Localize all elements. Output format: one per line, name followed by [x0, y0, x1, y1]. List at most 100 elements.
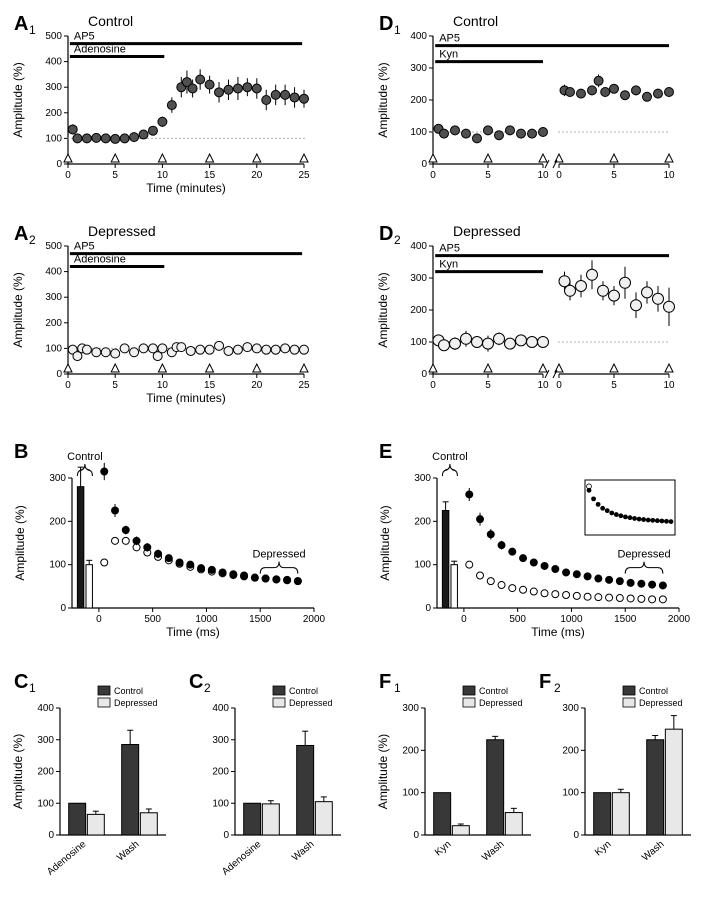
svg-text:100: 100 [45, 343, 62, 354]
panel-E: E01002003000500100015002000Amplitude (%)… [378, 441, 691, 639]
svg-text:0: 0 [421, 369, 427, 380]
svg-text:Amplitude (%): Amplitude (%) [11, 734, 25, 809]
svg-text:AP5: AP5 [439, 243, 460, 255]
svg-text:2000: 2000 [668, 614, 691, 625]
svg-text:0: 0 [430, 170, 436, 181]
svg-text:1000: 1000 [560, 614, 583, 625]
panel-A1: A1Control01002003004005000510152025Ampli… [11, 13, 310, 195]
svg-text:100: 100 [414, 560, 431, 571]
svg-text:Kyn: Kyn [593, 839, 613, 859]
svg-text:1: 1 [29, 23, 36, 37]
svg-text:10: 10 [663, 170, 675, 181]
svg-text:Amplitude (%): Amplitude (%) [11, 272, 25, 347]
svg-text:0: 0 [48, 830, 54, 841]
svg-text:25: 25 [298, 380, 310, 391]
panel-D1: D1Control0100200300400Amplitude (%)05100… [376, 13, 675, 181]
panel-F2: F20100200300ControlDepressedKynWash [539, 671, 691, 863]
svg-text:0: 0 [413, 830, 419, 841]
svg-text:Wash: Wash [115, 839, 141, 864]
svg-text:Depressed: Depressed [479, 698, 523, 708]
svg-text:25: 25 [298, 170, 310, 181]
svg-text:Control: Control [432, 451, 467, 463]
panel-C2: C20100200300400ControlDepressedAdenosine… [189, 671, 341, 878]
svg-text:200: 200 [414, 516, 431, 527]
svg-text:100: 100 [49, 560, 66, 571]
svg-text:0: 0 [65, 170, 71, 181]
svg-text:Wash: Wash [290, 839, 316, 864]
svg-text:1: 1 [394, 23, 401, 37]
svg-text:1: 1 [394, 681, 401, 695]
svg-text:D: D [379, 13, 393, 35]
svg-text:200: 200 [562, 745, 579, 756]
svg-text:Time (minutes): Time (minutes) [146, 181, 226, 195]
svg-text:Amplitude (%): Amplitude (%) [11, 62, 25, 137]
svg-text:10: 10 [537, 170, 549, 181]
svg-text:200: 200 [410, 305, 427, 316]
svg-text:Control: Control [453, 13, 498, 29]
panel-A2: A2Depressed01002003004005000510152025Amp… [11, 223, 310, 405]
svg-text:500: 500 [45, 31, 62, 42]
svg-text:1000: 1000 [195, 614, 218, 625]
svg-text:200: 200 [37, 767, 54, 778]
svg-text:300: 300 [37, 735, 54, 746]
svg-text:200: 200 [402, 745, 419, 756]
svg-text:10: 10 [157, 170, 169, 181]
svg-text:500: 500 [509, 614, 526, 625]
svg-text:Amplitude (%): Amplitude (%) [376, 62, 390, 137]
svg-text:0: 0 [425, 603, 431, 614]
svg-text:0: 0 [65, 380, 71, 391]
svg-text:300: 300 [414, 473, 431, 484]
svg-text:500: 500 [45, 241, 62, 252]
svg-text:100: 100 [402, 788, 419, 799]
svg-text:Adenosine: Adenosine [74, 253, 126, 265]
svg-text:1500: 1500 [614, 614, 637, 625]
svg-text:C: C [189, 671, 203, 693]
svg-text:200: 200 [410, 95, 427, 106]
svg-text:2: 2 [394, 233, 401, 247]
svg-text:300: 300 [45, 292, 62, 303]
svg-text:1500: 1500 [249, 614, 272, 625]
svg-text:Control: Control [88, 13, 133, 29]
svg-text:5: 5 [112, 380, 118, 391]
svg-text:Kyn: Kyn [439, 49, 458, 61]
svg-text:A: A [14, 223, 28, 245]
svg-text:20: 20 [251, 170, 263, 181]
svg-text:Time (ms): Time (ms) [166, 625, 220, 639]
svg-text:400: 400 [45, 57, 62, 68]
svg-text:A: A [14, 13, 28, 35]
svg-text:0: 0 [60, 603, 66, 614]
svg-text:Time (ms): Time (ms) [531, 625, 585, 639]
svg-text:100: 100 [562, 788, 579, 799]
svg-text:0: 0 [430, 380, 436, 391]
svg-text:B: B [14, 441, 28, 463]
svg-text:Control: Control [114, 686, 143, 696]
svg-text:Control: Control [67, 451, 102, 463]
svg-text:5: 5 [485, 170, 491, 181]
svg-text:Depressed: Depressed [453, 223, 521, 239]
svg-text:300: 300 [402, 703, 419, 714]
figure-svg: A1Control01002003004005000510152025Ampli… [0, 0, 703, 899]
svg-text:Control: Control [639, 686, 668, 696]
svg-text:300: 300 [45, 82, 62, 93]
svg-text:15: 15 [204, 380, 216, 391]
panel-F1: F10100200300Amplitude (%)ControlDepresse… [376, 671, 531, 863]
svg-text:AP5: AP5 [439, 33, 460, 45]
svg-text:300: 300 [212, 735, 229, 746]
svg-text:5: 5 [112, 170, 118, 181]
svg-text:0: 0 [223, 830, 229, 841]
svg-text:0: 0 [556, 380, 562, 391]
svg-text:20: 20 [251, 380, 263, 391]
svg-text:Wash: Wash [480, 839, 506, 864]
svg-text:100: 100 [37, 798, 54, 809]
svg-text:300: 300 [562, 703, 579, 714]
svg-text:5: 5 [611, 170, 617, 181]
svg-text:10: 10 [537, 380, 549, 391]
svg-text:F: F [379, 671, 391, 693]
svg-text:Wash: Wash [640, 839, 666, 864]
svg-text:200: 200 [45, 318, 62, 329]
svg-text:100: 100 [45, 133, 62, 144]
svg-text:Adenosine: Adenosine [220, 839, 264, 878]
svg-text:10: 10 [663, 380, 675, 391]
svg-text:D: D [379, 223, 393, 245]
svg-text:AP5: AP5 [74, 241, 95, 253]
